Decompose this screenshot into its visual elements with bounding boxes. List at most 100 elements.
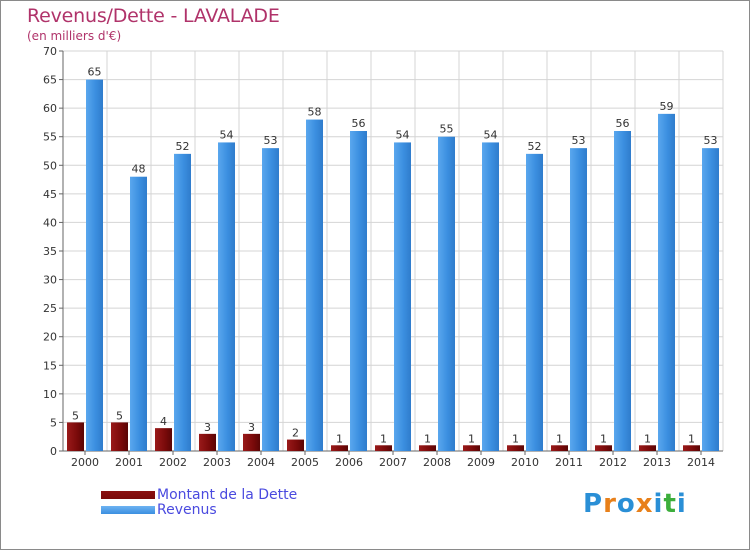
brand-logo: Proxiti (583, 489, 687, 519)
logo-letter: t (663, 489, 677, 519)
legend-swatch-debt (101, 491, 155, 499)
bar-debt (375, 445, 392, 451)
logo-letter: o (616, 489, 636, 519)
x-tick-label: 2008 (423, 456, 451, 469)
data-label-revenue: 55 (440, 123, 454, 136)
x-tick-label: 2013 (643, 456, 671, 469)
y-tick-label: 5 (50, 416, 57, 429)
bar-revenue (174, 153, 191, 451)
data-label-debt: 1 (688, 432, 695, 445)
bars (67, 79, 719, 452)
data-label-revenue: 54 (484, 128, 498, 141)
y-tick-label: 35 (43, 245, 57, 258)
x-tick-label: 2002 (159, 456, 187, 469)
data-label-revenue: 52 (176, 140, 190, 153)
legend-swatch-revenue (101, 506, 155, 514)
x-tick-label: 2012 (599, 456, 627, 469)
bar-revenue (350, 131, 367, 451)
data-label-debt: 1 (336, 432, 343, 445)
x-tick-label: 2000 (71, 456, 99, 469)
logo-letter: x (635, 489, 654, 519)
logo-letter: P (583, 489, 604, 519)
x-tick-label: 2003 (203, 456, 231, 469)
logo-letter: i (676, 489, 687, 519)
bar-debt (639, 445, 656, 451)
data-label-revenue: 53 (704, 134, 718, 147)
bar-debt (287, 439, 304, 451)
data-label-debt: 3 (248, 421, 255, 434)
bar-revenue (86, 79, 103, 452)
legend-label-revenue: Revenus (157, 502, 217, 518)
bar-revenue (482, 142, 499, 451)
data-label-debt: 1 (556, 432, 563, 445)
x-tick-label: 2005 (291, 456, 319, 469)
legend-label-debt: Montant de la Dette (157, 487, 298, 503)
bar-debt (331, 445, 348, 451)
data-label-revenue: 52 (528, 140, 542, 153)
bar-revenue (702, 148, 719, 451)
bar-debt (551, 445, 568, 451)
bar-revenue (262, 148, 279, 451)
logo-letter: r (603, 489, 617, 519)
data-labels: 5 65 5 48 4 52 3 54 3 53 2 58 1 56 1 54 1 55 1 54 1 52 1 53 1 56 1… (72, 66, 718, 446)
bar-revenue (526, 153, 543, 451)
x-tick-label: 2010 (511, 456, 539, 469)
y-tick-label: 40 (43, 216, 57, 229)
bar-debt (67, 422, 84, 451)
bar-revenue (570, 148, 587, 451)
x-tick-label: 2001 (115, 456, 143, 469)
y-tick-label: 55 (43, 131, 57, 144)
bar-revenue (394, 142, 411, 451)
bar-revenue (306, 119, 323, 452)
data-label-debt: 5 (116, 409, 123, 422)
bar-revenue (218, 142, 235, 451)
y-tick-label: 15 (43, 359, 57, 372)
bar-debt (507, 445, 524, 451)
data-label-revenue: 56 (616, 117, 630, 130)
x-tick-label: 2004 (247, 456, 275, 469)
data-label-revenue: 56 (352, 117, 366, 130)
bar-debt (111, 422, 128, 451)
bar-debt (595, 445, 612, 451)
y-tick-label: 65 (43, 74, 57, 87)
y-tick-label: 45 (43, 188, 57, 201)
chart-subtitle: (en milliers d'€) (27, 29, 122, 43)
data-label-revenue: 54 (220, 128, 234, 141)
x-tick-label: 2009 (467, 456, 495, 469)
bar-debt (155, 428, 172, 451)
bar-revenue (658, 113, 675, 451)
data-label-debt: 1 (600, 432, 607, 445)
y-tick-label: 30 (43, 274, 57, 287)
bar-revenue (438, 136, 455, 451)
data-label-revenue: 65 (88, 66, 102, 79)
data-label-debt: 1 (380, 432, 387, 445)
y-tick-label: 50 (43, 159, 57, 172)
data-label-debt: 1 (512, 432, 519, 445)
data-label-debt: 1 (644, 432, 651, 445)
data-label-revenue: 59 (660, 100, 674, 113)
bar-debt (419, 445, 436, 451)
data-label-debt: 2 (292, 427, 299, 440)
y-tick-label: 70 (43, 45, 57, 58)
data-label-revenue: 53 (264, 134, 278, 147)
y-tick-label: 20 (43, 331, 57, 344)
data-label-debt: 1 (424, 432, 431, 445)
x-tick-label: 2006 (335, 456, 363, 469)
data-label-debt: 4 (160, 415, 167, 428)
data-label-revenue: 58 (308, 106, 322, 119)
bar-debt (199, 433, 216, 451)
logo-letter: i (653, 489, 664, 519)
data-label-revenue: 53 (572, 134, 586, 147)
data-label-revenue: 54 (396, 128, 410, 141)
y-tick-label: 25 (43, 302, 57, 315)
y-tick-label: 60 (43, 102, 57, 115)
y-tick-label: 0 (50, 445, 57, 458)
bar-debt (683, 445, 700, 451)
data-label-debt: 3 (204, 421, 211, 434)
bar-revenue (130, 176, 147, 451)
x-tick-label: 2007 (379, 456, 407, 469)
bar-debt (243, 433, 260, 451)
